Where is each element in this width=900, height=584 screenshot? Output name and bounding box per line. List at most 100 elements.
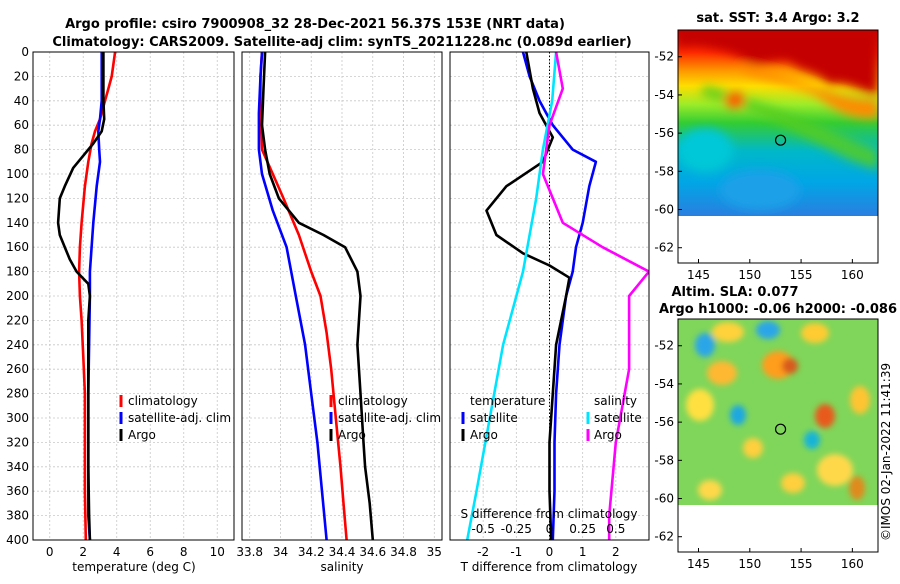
- map-y-tick-label: -54: [654, 377, 674, 391]
- x-tick-label: 34.6: [359, 545, 386, 559]
- legend-label-climatology: climatology: [338, 394, 408, 408]
- map-y-tick-label: -60: [654, 203, 674, 217]
- series-line-climatology: [77, 52, 117, 540]
- sla-eddy: [849, 476, 865, 500]
- sla-features: [686, 321, 870, 500]
- legend-label-argo: Argo: [128, 428, 156, 442]
- sla-eddy: [781, 473, 805, 493]
- sla-map-image: [678, 319, 878, 552]
- map-x-tick-label: 145: [687, 268, 710, 282]
- sla-eddy: [756, 321, 780, 339]
- salinity-xlabel: salinity: [320, 560, 363, 574]
- imos-watermark: ©IMOS 02-Jan-2022 11:41:39: [879, 363, 893, 541]
- sla-eddy: [804, 431, 820, 449]
- salinity-tick-labels: 33.8 34 34.2 34.4 34.6 34.8 35: [236, 545, 442, 559]
- depth-tick-label: 40: [14, 94, 29, 108]
- sst-map-box: [677, 29, 879, 264]
- series-line-t-satellite: [521, 52, 598, 540]
- sst-orange-band: [740, 65, 878, 119]
- map-x-tick-label: 145: [687, 557, 710, 571]
- sla-eddy: [782, 358, 798, 374]
- map-y-tick-label: -56: [654, 415, 674, 429]
- x-tick-label: 4: [113, 545, 121, 559]
- s-difference-tick-labels: -0.5 -0.25 0 0.25 0.5: [471, 522, 625, 536]
- x-tick-label: 1: [579, 545, 587, 559]
- depth-tick-label: 100: [6, 167, 29, 181]
- series-line-s-argo: [541, 52, 649, 540]
- sla-eddy: [698, 480, 722, 500]
- salinity-axes-box: [241, 51, 443, 541]
- map-x-tick-label: 155: [790, 268, 813, 282]
- difference-panel: -2 -1 0 1 2 -0.5 -0.25 0 0.25 0.5 S difference f…: [449, 51, 650, 574]
- sst-no-data: [678, 216, 878, 263]
- depth-tick-label: 240: [6, 338, 29, 352]
- temperature-xlabel: temperature (deg C): [72, 560, 195, 574]
- top-tick-label: 0: [546, 522, 554, 536]
- legend-label-t-argo: Argo: [470, 428, 498, 442]
- temperature-axes-box: [32, 51, 235, 541]
- sla-eddy: [815, 404, 835, 428]
- sla-eddy: [695, 333, 715, 357]
- sst-map-panel: sat. SST: 3.4 Argo: 3.2 -52-54-56-58-60-…: [654, 11, 879, 282]
- map-x-tick-label: 160: [841, 557, 864, 571]
- map-x-tick-label: 155: [790, 557, 813, 571]
- sst-argo-location-marker: [774, 134, 787, 146]
- difference-axes-box: [449, 51, 650, 541]
- depth-tick-label: 180: [6, 265, 29, 279]
- depth-tick-label: 60: [14, 118, 29, 132]
- map-y-tick-label: -62: [654, 241, 674, 255]
- x-tick-label: 33.8: [236, 545, 263, 559]
- x-tick-label: 2: [79, 545, 87, 559]
- depth-tick-label: 220: [6, 313, 29, 327]
- salinity-legend: climatology satellite-adj. clim Argo: [329, 394, 441, 442]
- difference-lines: [465, 52, 649, 540]
- top-tick-label: -0.5: [471, 522, 494, 536]
- x-tick-label: 34.4: [329, 545, 356, 559]
- x-tick-label: 0: [546, 545, 554, 559]
- series-line-argo: [56, 52, 106, 540]
- legend-label-climatology: climatology: [128, 394, 198, 408]
- legend-label-satellite: satellite-adj. clim: [338, 411, 441, 425]
- sla-map-title-line1: Altim. SLA: 0.077: [672, 285, 799, 300]
- legend-header-temperature: temperature: [470, 394, 545, 408]
- x-tick-label: 6: [146, 545, 154, 559]
- sst-warm-eddy: [725, 92, 745, 108]
- depth-tick-label: 380: [6, 509, 29, 523]
- map-x-tick-label: 150: [738, 557, 761, 571]
- s-difference-xlabel: S difference from climatology: [461, 507, 638, 521]
- sla-map-panel: Altim. SLA: 0.077 Argo h1000: -0.06 h200…: [654, 285, 897, 571]
- sst-warm-region: [678, 30, 878, 95]
- depth-tick-label: 320: [6, 435, 29, 449]
- map-y-tick-label: -52: [654, 50, 674, 64]
- figure-title-line2: Climatology: CARS2009. Satellite-adj cli…: [52, 35, 631, 50]
- sla-map-box: [677, 318, 879, 553]
- sla-eddy: [850, 386, 870, 414]
- sla-eddy: [801, 323, 829, 343]
- legend-label-s-satellite: satellite: [594, 411, 642, 425]
- series-line-argo: [260, 52, 375, 540]
- sla-eddy: [686, 389, 714, 421]
- depth-tick-label: 300: [6, 411, 29, 425]
- sst-cold-eddy-south: [720, 170, 800, 210]
- sla-eddy: [743, 438, 763, 458]
- sst-features: [678, 30, 878, 210]
- x-tick-label: 10: [210, 545, 225, 559]
- depth-tick-label: 280: [6, 387, 29, 401]
- salinity-grid: [242, 51, 442, 541]
- temperature-panel: 0204060801001201401601802002202402602803…: [6, 45, 235, 574]
- x-tick-label: 0: [46, 545, 54, 559]
- x-tick-label: 34.2: [298, 545, 325, 559]
- map-y-tick-label: -56: [654, 126, 674, 140]
- legend-label-satellite: satellite-adj. clim: [128, 411, 231, 425]
- map-y-tick-label: -60: [654, 492, 674, 506]
- map-x-tick-label: 160: [841, 268, 864, 282]
- depth-tick-label: 400: [6, 533, 29, 547]
- map-y-tick-label: -62: [654, 530, 674, 544]
- figure-title-line1: Argo profile: csiro 7900908_32 28-Dec-20…: [65, 17, 565, 32]
- x-tick-label: -1: [510, 545, 522, 559]
- sst-map-image: [678, 30, 878, 263]
- depth-tick-label: 0: [21, 45, 29, 59]
- legend-label-t-satellite: satellite: [470, 411, 518, 425]
- x-tick-label: 2: [612, 545, 620, 559]
- depth-tick-label: 360: [6, 484, 29, 498]
